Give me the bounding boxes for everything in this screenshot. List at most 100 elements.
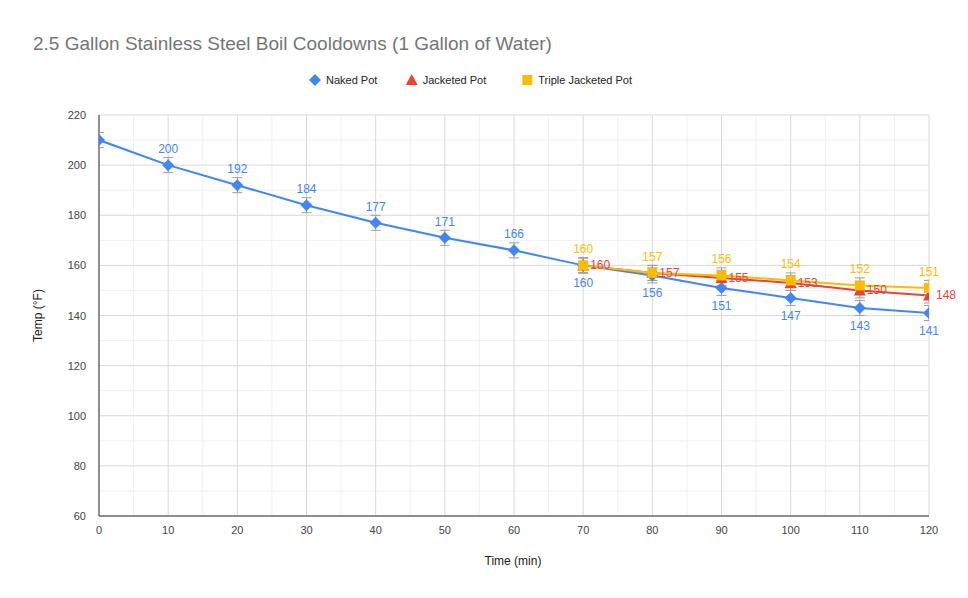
data-point: [923, 307, 929, 319]
error-bar: [717, 268, 727, 283]
x-tick-label: 20: [231, 524, 243, 536]
data-point: [716, 282, 728, 294]
error-bar: [99, 133, 104, 148]
legend-marker: [309, 74, 321, 86]
error-bar: [440, 230, 450, 245]
background: [0, 0, 968, 598]
data-point: [647, 268, 657, 278]
data-point: [301, 199, 313, 211]
x-axis-label: Time (min): [485, 554, 542, 568]
data-label: 151: [919, 265, 939, 279]
error-bar: [578, 258, 588, 273]
data-label: 151: [711, 299, 731, 313]
y-tick-label: 180: [68, 209, 86, 221]
data-label: 154: [781, 257, 801, 271]
data-label: 155: [729, 271, 749, 285]
x-axis-line: [99, 516, 929, 517]
error-bar: [509, 243, 519, 258]
data-label: 192: [227, 162, 247, 176]
data-label: 200: [158, 142, 178, 156]
x-tick-label: 60: [508, 524, 520, 536]
x-tick-label: 120: [920, 524, 938, 536]
x-tick-label: 90: [715, 524, 727, 536]
data-label: 160: [590, 258, 610, 272]
data-point: [578, 260, 588, 270]
data-point: [855, 280, 865, 290]
data-label: 152: [850, 262, 870, 276]
data-label: 160: [573, 242, 593, 256]
data-label: 171: [435, 215, 455, 229]
data-point: [854, 302, 866, 314]
data-label: 147: [781, 309, 801, 323]
x-grid-line: [99, 115, 100, 516]
x-tick-label: 80: [646, 524, 658, 536]
data-point: [785, 292, 797, 304]
y-tick-label: 60: [74, 510, 86, 522]
x-grid-line: [514, 115, 515, 516]
grid: [99, 115, 929, 516]
y-tick-label: 80: [74, 460, 86, 472]
data-point: [577, 259, 589, 270]
error-bar: [578, 258, 588, 273]
x-tick-label: 0: [96, 524, 102, 536]
data-label: 166: [504, 227, 524, 241]
data-label: 148: [936, 288, 956, 302]
x-tick-label: 110: [851, 524, 869, 536]
data-point: [646, 267, 658, 278]
series-line: [99, 140, 929, 313]
x-grid-line: [306, 115, 307, 516]
legend: Naked PotJacketed PotTriple Jacketed Pot: [309, 74, 632, 86]
y-axis-label: Temp (°F): [31, 289, 45, 342]
y-tick-label: 140: [68, 310, 86, 322]
data-point: [231, 179, 243, 191]
data-point: [439, 232, 451, 244]
error-bar: [924, 305, 929, 320]
x-tick-label: 100: [781, 524, 799, 536]
x-tick-label: 40: [370, 524, 382, 536]
data-point: [508, 244, 520, 256]
x-grid-line: [652, 115, 653, 516]
x-tick-label: 70: [577, 524, 589, 536]
y-tick-label: 120: [68, 360, 86, 372]
data-label: 157: [642, 250, 662, 264]
error-bar: [302, 198, 312, 213]
data-point: [786, 275, 796, 285]
data-label: 156: [642, 286, 662, 300]
y-tick-label: 160: [68, 259, 86, 271]
error-bar: [786, 290, 796, 305]
y-axis-line: [99, 115, 100, 516]
y-tick-label: 200: [68, 159, 86, 171]
error-bar: [578, 258, 588, 273]
x-grid-line: [583, 115, 584, 516]
x-grid-line: [375, 115, 376, 516]
data-point: [924, 283, 929, 293]
y-tick-label: 100: [68, 410, 86, 422]
data-label: 156: [711, 252, 731, 266]
data-label: 157: [659, 266, 679, 280]
data-label: 184: [296, 182, 316, 196]
data-label: 143: [850, 319, 870, 333]
x-tick-label: 10: [162, 524, 174, 536]
error-bar: [371, 215, 381, 230]
error-bar: [232, 178, 242, 193]
data-point: [717, 270, 727, 280]
data-point: [99, 134, 105, 146]
error-bar: [647, 265, 657, 280]
legend-label: Naked Pot: [326, 74, 377, 86]
legend-marker: [406, 74, 418, 85]
x-grid-line: [721, 115, 722, 516]
error-bar: [855, 300, 865, 315]
x-grid-line: [444, 115, 445, 516]
data-label: 153: [798, 276, 818, 290]
legend-marker: [522, 75, 532, 85]
error-bar: [647, 265, 657, 280]
data-label: 150: [867, 283, 887, 297]
data-label: 160: [573, 276, 593, 290]
data-labels: 2001921841771711661601561511471431411601…: [158, 142, 956, 338]
x-tick-label: 50: [439, 524, 451, 536]
data-point: [370, 217, 382, 229]
legend-label: Triple Jacketed Pot: [538, 74, 632, 86]
y-grid-line: [99, 516, 929, 517]
error-bar: [786, 273, 796, 288]
error-bar: [163, 158, 173, 173]
